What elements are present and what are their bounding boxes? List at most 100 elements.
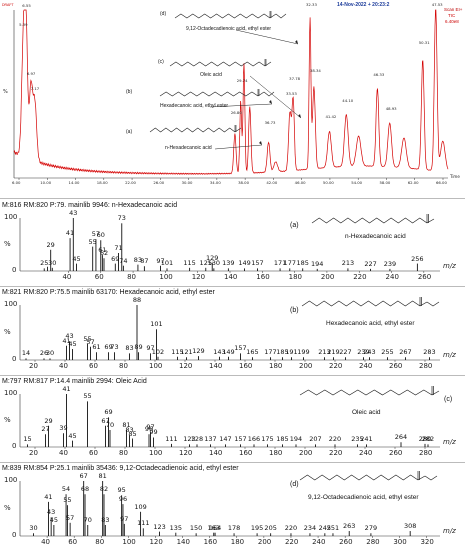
spectrum-peak-label: 205 xyxy=(264,524,277,533)
chromatogram-peak-label: 38.34 xyxy=(309,67,321,73)
spectrum-peak-label: 41 xyxy=(44,492,53,501)
spectrum-header: M:797 RM:817 P:14.4 mainlib 2994: Oleic … xyxy=(2,378,147,385)
chromatogram-panel: DRAFT 14-Nov-2022 + 20:23:2 Scan EI+ TIC… xyxy=(0,0,465,197)
spectrum-peak-label: 82 xyxy=(99,485,109,494)
spectrum-x-tick-label: 200 xyxy=(299,449,313,457)
spectrum-peak-label: 54 xyxy=(61,485,71,494)
spectrum-peak-label: 123 xyxy=(153,522,166,531)
chromatogram-peak-label: 41.42 xyxy=(325,114,337,119)
spectrum-peak-label: 251 xyxy=(326,524,340,533)
spectrum-peak-label: 245 xyxy=(318,524,332,533)
spectrum-x-tick-label: 160 xyxy=(203,538,218,546)
chromatogram-x-tick-label: 66.00 xyxy=(436,180,447,185)
spectrum-peak-label: 227 xyxy=(364,259,377,268)
spectrum-peak-label: 73 xyxy=(117,214,126,223)
spectrum-peak-label: 239 xyxy=(357,348,370,357)
spectrum-peak-label: 29 xyxy=(46,240,55,249)
molecule-structure xyxy=(301,297,440,307)
spectrum-compound-name: n-Hexadecanoic acid xyxy=(345,233,406,240)
spectrum-peak-label: 70 xyxy=(83,516,92,524)
spectrum-x-tick-label: 80 xyxy=(127,273,136,281)
chromatogram-x-tick-label: 10.00 xyxy=(40,180,52,185)
annotation-name: n-Hexadecanoic acid xyxy=(165,145,212,151)
spectrum-peak-label: 207 xyxy=(309,435,322,444)
spectrum-peak-label: 30 xyxy=(29,524,38,533)
spectrum-peak-label: 61 xyxy=(92,343,101,352)
spectrum-peak-label: 213 xyxy=(318,348,331,357)
spectrum-x-tick-label: 240 xyxy=(359,362,373,370)
spectrum-x-tick-label: 240 xyxy=(385,273,399,281)
spectrum-peak-label: 45 xyxy=(72,254,81,263)
molecule-structure xyxy=(311,214,435,224)
spectrum-x-tick-label: 60 xyxy=(94,273,104,281)
spectrum-y-tick-label: % xyxy=(4,503,11,512)
spectrum-x-tick-label: 80 xyxy=(119,449,128,457)
spectrum-peak-label: 67 xyxy=(79,472,88,480)
spectrum-x-tick-label: 120 xyxy=(191,273,206,281)
spectrum-x-tick-label: 160 xyxy=(256,273,270,281)
spectrum-x-tick-label: 280 xyxy=(419,362,433,370)
annotation-arrowhead xyxy=(295,40,298,44)
spectrum-peak-label: 57 xyxy=(86,337,95,346)
spectrum-x-tick-label: 280 xyxy=(419,449,433,457)
spectrum-peak-label: 243 xyxy=(363,348,376,357)
spectrum-x-tick-label: 180 xyxy=(269,362,283,370)
spectrum-peak-label: 83 xyxy=(125,426,134,435)
spectrum-peak-label: 227 xyxy=(339,348,352,357)
spectrum-tag: (b) xyxy=(290,307,299,314)
spectrum-compound-name: 9,12-Octadecadienoic acid, ethyl ester xyxy=(308,494,419,501)
spectrum-peak-label: 30 xyxy=(45,349,55,358)
spectrum-plot xyxy=(19,297,440,362)
chromatogram-x-tick-label: 50.00 xyxy=(322,180,334,185)
spectrum-peak-label: 157 xyxy=(234,435,247,444)
spectrum-peak-label: 97 xyxy=(156,256,165,265)
spectrum-y-tick-label: 0 xyxy=(12,531,17,539)
spectrum-x-tick-label: 140 xyxy=(176,538,190,546)
spectrum-peak-label: 68 xyxy=(80,485,90,494)
spectrum-x-tick-label: 200 xyxy=(299,362,313,370)
spectrum-peak-label: 191 xyxy=(285,348,298,357)
chromatogram-peak-label: 36.73 xyxy=(264,119,276,125)
chromatogram-peak-label: 32.33 xyxy=(306,2,317,7)
spectrum-peak-label: 177 xyxy=(264,348,277,357)
spectrum-peak-label: 73 xyxy=(110,343,119,352)
chromatogram-x-tick-label: 14.00 xyxy=(68,180,80,185)
spectrum-peak-label: 70 xyxy=(105,421,115,430)
spectrum-peak-label: 241 xyxy=(360,435,373,444)
chromatogram-x-tick-label: 22.00 xyxy=(125,180,136,185)
spectrum-x-tick-label: 280 xyxy=(366,538,380,546)
spectrum-peak-label: 97 xyxy=(120,514,129,523)
spectrum-peak-label: 239 xyxy=(383,259,397,268)
spectrum-y-tick-label: % xyxy=(4,239,11,248)
divider xyxy=(0,375,465,376)
spectrum-peak-label: 62 xyxy=(99,249,109,258)
spectrum-peak-label: 115 xyxy=(183,258,196,267)
spectrum-y-tick-label: 0 xyxy=(12,442,17,450)
spectrum-peak-label: 255 xyxy=(381,348,394,357)
annotation-arrowhead xyxy=(298,114,301,118)
legend-scan: Scan EI+ xyxy=(444,7,463,12)
chromatogram-peak-label: 7.17 xyxy=(30,86,40,92)
spectrum-x-tick-label: 100 xyxy=(149,362,163,370)
annotation-tag: (b) xyxy=(126,89,133,95)
spectrum-peak-label: 282 xyxy=(421,435,435,444)
spectrum-peak-label: 101 xyxy=(160,259,174,268)
spectrum-tag: (a) xyxy=(290,222,299,229)
annotation-arrow xyxy=(235,29,299,45)
spectrum-plot xyxy=(19,471,440,538)
spectrum-y-tick-label: % xyxy=(4,327,11,336)
spectrum-peak-label: 15 xyxy=(23,435,32,444)
chromatogram-peak-label: 37.78 xyxy=(289,76,301,82)
spectrum-peak-label: 264 xyxy=(394,433,408,442)
spectrum-peak-label: 83 xyxy=(101,516,110,524)
spectrum-peak-label: 26 xyxy=(39,349,49,358)
spectrum-x-label: m/z xyxy=(443,527,456,535)
spectrum-x-label: m/z xyxy=(443,351,456,359)
spectrum-peak-label: 139 xyxy=(222,259,235,268)
chromatogram-x-tick-label: 6.00 xyxy=(12,180,21,185)
molecule-structure xyxy=(299,386,440,396)
spectrum-peak-label: 128 xyxy=(190,435,204,444)
spectrum-peak-label: 178 xyxy=(227,524,241,533)
spectrum-peak-label: 109 xyxy=(134,502,147,511)
spectrum-x-tick-label: 140 xyxy=(209,362,223,370)
